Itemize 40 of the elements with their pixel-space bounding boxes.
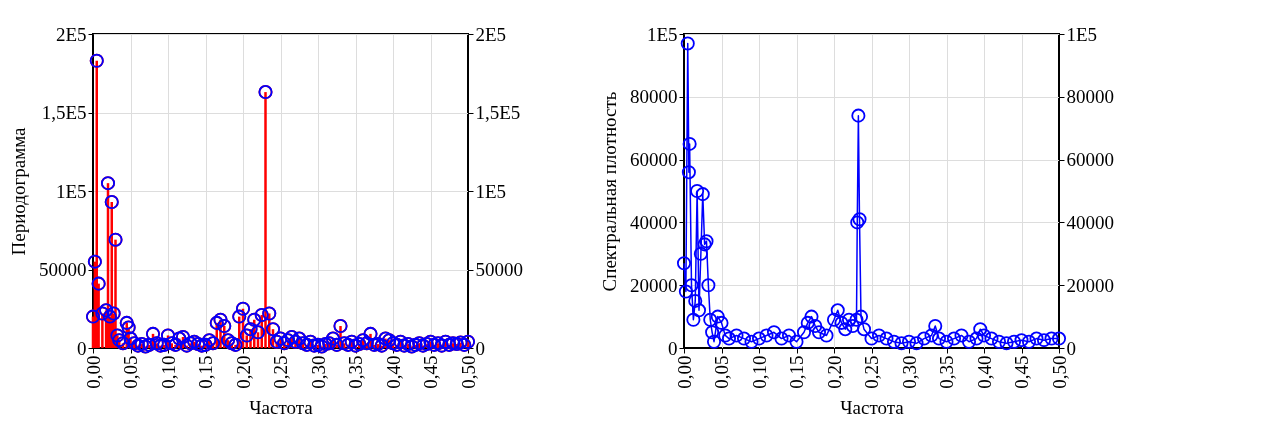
x-tick-label: 0,45 [1011,355,1032,389]
y2-tick-label: 2E5 [475,23,507,45]
y-tick-label: 1,5E5 [41,102,87,123]
y2-tick-label: 20000 [1066,274,1114,296]
y2-tick-label: 50000 [475,259,523,280]
y-tick-label: 20000 [630,274,678,296]
x-tick-label: 0,30 [307,355,329,389]
x-tick-label: 0,35 [936,355,957,389]
x-axis-title: Частота [840,396,905,418]
y-tick-label: 80000 [630,86,678,108]
x-tick-label: 0,10 [157,355,179,389]
y2-tick-label: 40000 [1066,211,1114,233]
x-tick-label: 0,05 [120,355,141,389]
y2-tick-label: 80000 [1066,86,1114,108]
x-tick-label: 0,10 [748,355,770,389]
x-tick-label: 0,35 [345,355,366,389]
y-tick-label: 40000 [630,211,678,233]
y-tick-label: 1E5 [55,180,87,202]
x-tick-label: 0,40 [382,355,404,389]
x-tick-label: 0,20 [823,355,845,389]
x-axis-title: Частота [249,396,314,418]
y2-tick-label: 1,5E5 [475,102,521,123]
x-tick-label: 0,40 [973,355,995,389]
x-tick-label: 0,05 [711,355,732,389]
x-tick-label: 0,20 [232,355,254,389]
y-tick-label: 1E5 [646,23,678,45]
x-tick-label: 0,15 [195,355,216,389]
x-tick-label: 0,25 [270,355,291,389]
y-axis-title: Спектральная плотность [599,91,620,292]
y2-tick-label: 60000 [1066,149,1114,171]
y2-tick-label: 1E5 [1066,23,1098,45]
x-tick-label: 0,45 [420,355,441,389]
y-axis-title: Периодограмма [8,126,29,256]
x-tick-label: 0,25 [861,355,882,389]
y-tick-label: 50000 [39,259,87,280]
y-tick-label: 60000 [630,149,678,171]
x-tick-label: 0,30 [898,355,920,389]
y-tick-label: 2E5 [55,23,87,45]
x-tick-label: 0,15 [786,355,807,389]
y2-tick-label: 1E5 [475,180,507,202]
